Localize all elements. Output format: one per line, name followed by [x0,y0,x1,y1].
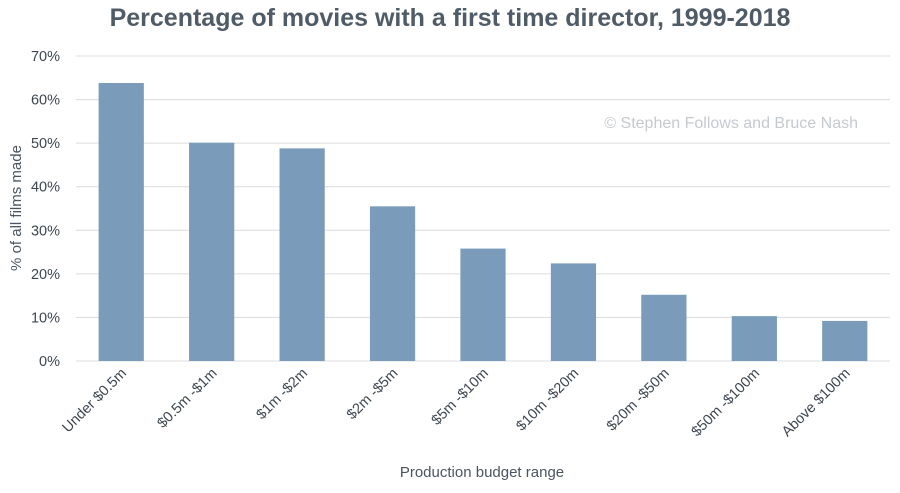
bar [550,263,597,361]
x-tick-label: $20m -$50m [604,366,673,435]
bar [641,294,687,361]
bar [189,142,235,361]
chart-title: Percentage of movies with a first time d… [109,4,791,32]
x-tick-label: $50m -$100m [689,366,764,441]
y-tick-label: 50% [31,136,60,152]
x-tick-label: $5m -$10m [429,366,492,429]
bars [98,83,868,361]
bar [98,83,144,361]
bar [731,316,777,361]
x-tick-label: $2m -$5m [344,366,401,423]
bar [279,148,325,361]
bar [822,320,868,361]
x-tick-label: $1m -$2m [253,366,310,423]
x-tick-label: Above $100m [779,366,854,441]
y-axis-ticks: 0% 10% 20% 30% 40% 50% 60% 70% [31,49,60,370]
x-axis-ticks: Under $0.5m $0.5m -$1m $1m -$2m $2m -$5m $5m… [59,366,853,441]
y-tick-label: 30% [31,223,60,239]
y-tick-label: 20% [31,267,60,283]
y-axis-label: % of all films made [8,145,25,271]
y-tick-label: 60% [31,93,60,109]
x-tick-label: $0.5m -$1m [154,366,220,432]
copyright-annotation: © Stephen Follows and Bruce Nash [604,115,858,132]
y-tick-label: 70% [31,49,60,65]
y-tick-label: 40% [31,180,60,196]
x-axis-label: Production budget range [400,464,564,481]
x-tick-label: Under $0.5m [59,366,130,437]
bar [369,206,416,361]
x-tick-label: $10m -$20m [513,366,582,435]
y-tick-label: 10% [31,310,60,326]
y-tick-label: 0% [39,354,60,370]
bar [460,248,506,361]
